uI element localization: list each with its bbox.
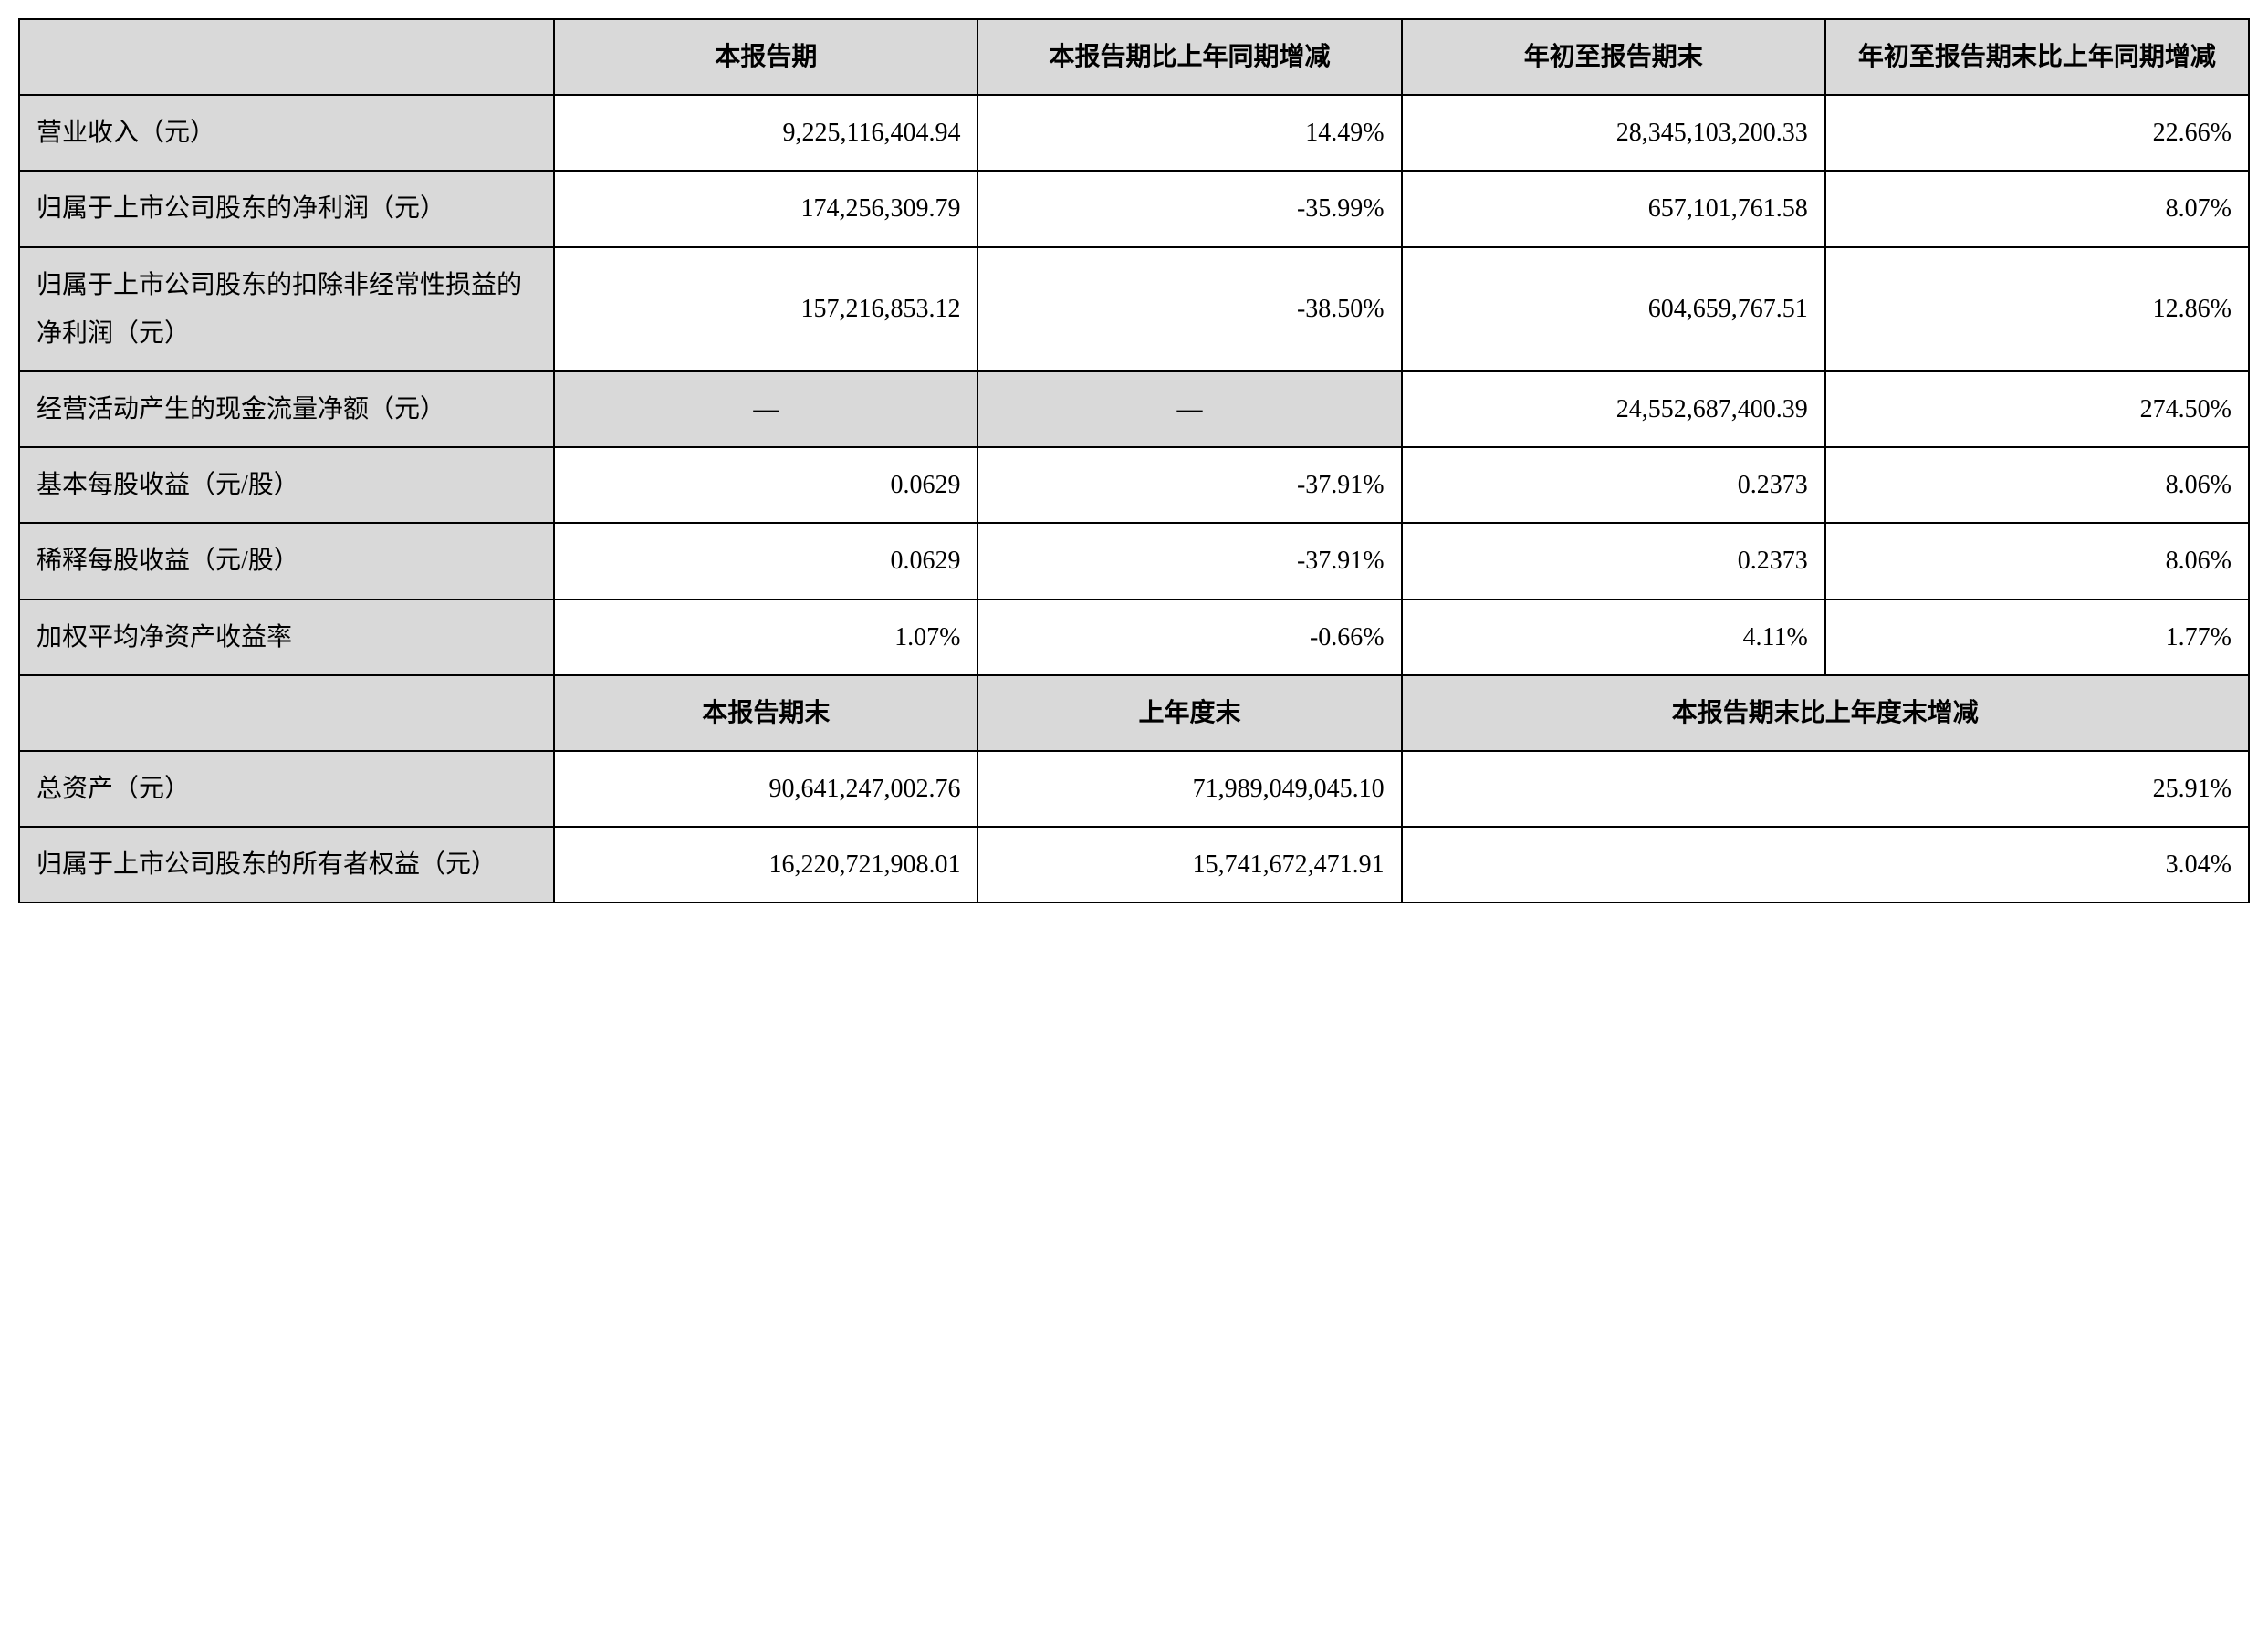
cell-value: 22.66% [1825, 95, 2249, 171]
table-row: 归属于上市公司股东的扣除非经常性损益的净利润（元） 157,216,853.12… [19, 247, 2249, 371]
cell-value: 0.0629 [554, 523, 977, 599]
row-label: 归属于上市公司股东的所有者权益（元） [19, 827, 554, 902]
header-current-period: 本报告期 [554, 19, 977, 95]
cell-value: 657,101,761.58 [1402, 171, 1825, 246]
header-period-vs-prev: 本报告期末比上年度末增减 [1402, 675, 2249, 751]
cell-value: 8.07% [1825, 171, 2249, 246]
cell-value: 0.0629 [554, 447, 977, 523]
table-row: 经营活动产生的现金流量净额（元） — — 24,552,687,400.39 2… [19, 371, 2249, 447]
table-row: 营业收入（元） 9,225,116,404.94 14.49% 28,345,1… [19, 95, 2249, 171]
cell-value: -35.99% [977, 171, 1401, 246]
cell-value: 0.2373 [1402, 523, 1825, 599]
cell-value: 0.2373 [1402, 447, 1825, 523]
cell-value: 12.86% [1825, 247, 2249, 371]
cell-value: 9,225,116,404.94 [554, 95, 977, 171]
header-prev-year-end: 上年度末 [977, 675, 1401, 751]
cell-value: 28,345,103,200.33 [1402, 95, 1825, 171]
table-row: 基本每股收益（元/股） 0.0629 -37.91% 0.2373 8.06% [19, 447, 2249, 523]
cell-value: 71,989,049,045.10 [977, 751, 1401, 827]
cell-value: 8.06% [1825, 523, 2249, 599]
header-yoy-change: 本报告期比上年同期增减 [977, 19, 1401, 95]
row-label: 营业收入（元） [19, 95, 554, 171]
header-ytd: 年初至报告期末 [1402, 19, 1825, 95]
cell-value: -0.66% [977, 600, 1401, 675]
cell-value: 3.04% [1402, 827, 2249, 902]
row-label: 归属于上市公司股东的扣除非经常性损益的净利润（元） [19, 247, 554, 371]
row-label: 加权平均净资产收益率 [19, 600, 554, 675]
cell-value: 90,641,247,002.76 [554, 751, 977, 827]
cell-value: 16,220,721,908.01 [554, 827, 977, 902]
row-label: 稀释每股收益（元/股） [19, 523, 554, 599]
row-label: 归属于上市公司股东的净利润（元） [19, 171, 554, 246]
cell-value: 274.50% [1825, 371, 2249, 447]
cell-value: 25.91% [1402, 751, 2249, 827]
cell-value: 604,659,767.51 [1402, 247, 1825, 371]
cell-value: 15,741,672,471.91 [977, 827, 1401, 902]
cell-empty: — [977, 371, 1401, 447]
table-header-row-1: 本报告期 本报告期比上年同期增减 年初至报告期末 年初至报告期末比上年同期增减 [19, 19, 2249, 95]
header-ytd-yoy: 年初至报告期末比上年同期增减 [1825, 19, 2249, 95]
cell-empty: — [554, 371, 977, 447]
table-row: 归属于上市公司股东的所有者权益（元） 16,220,721,908.01 15,… [19, 827, 2249, 902]
header-blank-2 [19, 675, 554, 751]
header-blank-1 [19, 19, 554, 95]
table-header-row-2: 本报告期末 上年度末 本报告期末比上年度末增减 [19, 675, 2249, 751]
cell-value: 8.06% [1825, 447, 2249, 523]
header-period-end: 本报告期末 [554, 675, 977, 751]
cell-value: -37.91% [977, 447, 1401, 523]
cell-value: 4.11% [1402, 600, 1825, 675]
cell-value: 1.07% [554, 600, 977, 675]
cell-value: -38.50% [977, 247, 1401, 371]
table-row: 稀释每股收益（元/股） 0.0629 -37.91% 0.2373 8.06% [19, 523, 2249, 599]
cell-value: -37.91% [977, 523, 1401, 599]
cell-value: 1.77% [1825, 600, 2249, 675]
table-row: 归属于上市公司股东的净利润（元） 174,256,309.79 -35.99% … [19, 171, 2249, 246]
cell-value: 14.49% [977, 95, 1401, 171]
row-label: 经营活动产生的现金流量净额（元） [19, 371, 554, 447]
table-row: 加权平均净资产收益率 1.07% -0.66% 4.11% 1.77% [19, 600, 2249, 675]
cell-value: 24,552,687,400.39 [1402, 371, 1825, 447]
row-label: 基本每股收益（元/股） [19, 447, 554, 523]
cell-value: 157,216,853.12 [554, 247, 977, 371]
row-label: 总资产（元） [19, 751, 554, 827]
cell-value: 174,256,309.79 [554, 171, 977, 246]
financial-table: 本报告期 本报告期比上年同期增减 年初至报告期末 年初至报告期末比上年同期增减 … [18, 18, 2250, 903]
table-row: 总资产（元） 90,641,247,002.76 71,989,049,045.… [19, 751, 2249, 827]
